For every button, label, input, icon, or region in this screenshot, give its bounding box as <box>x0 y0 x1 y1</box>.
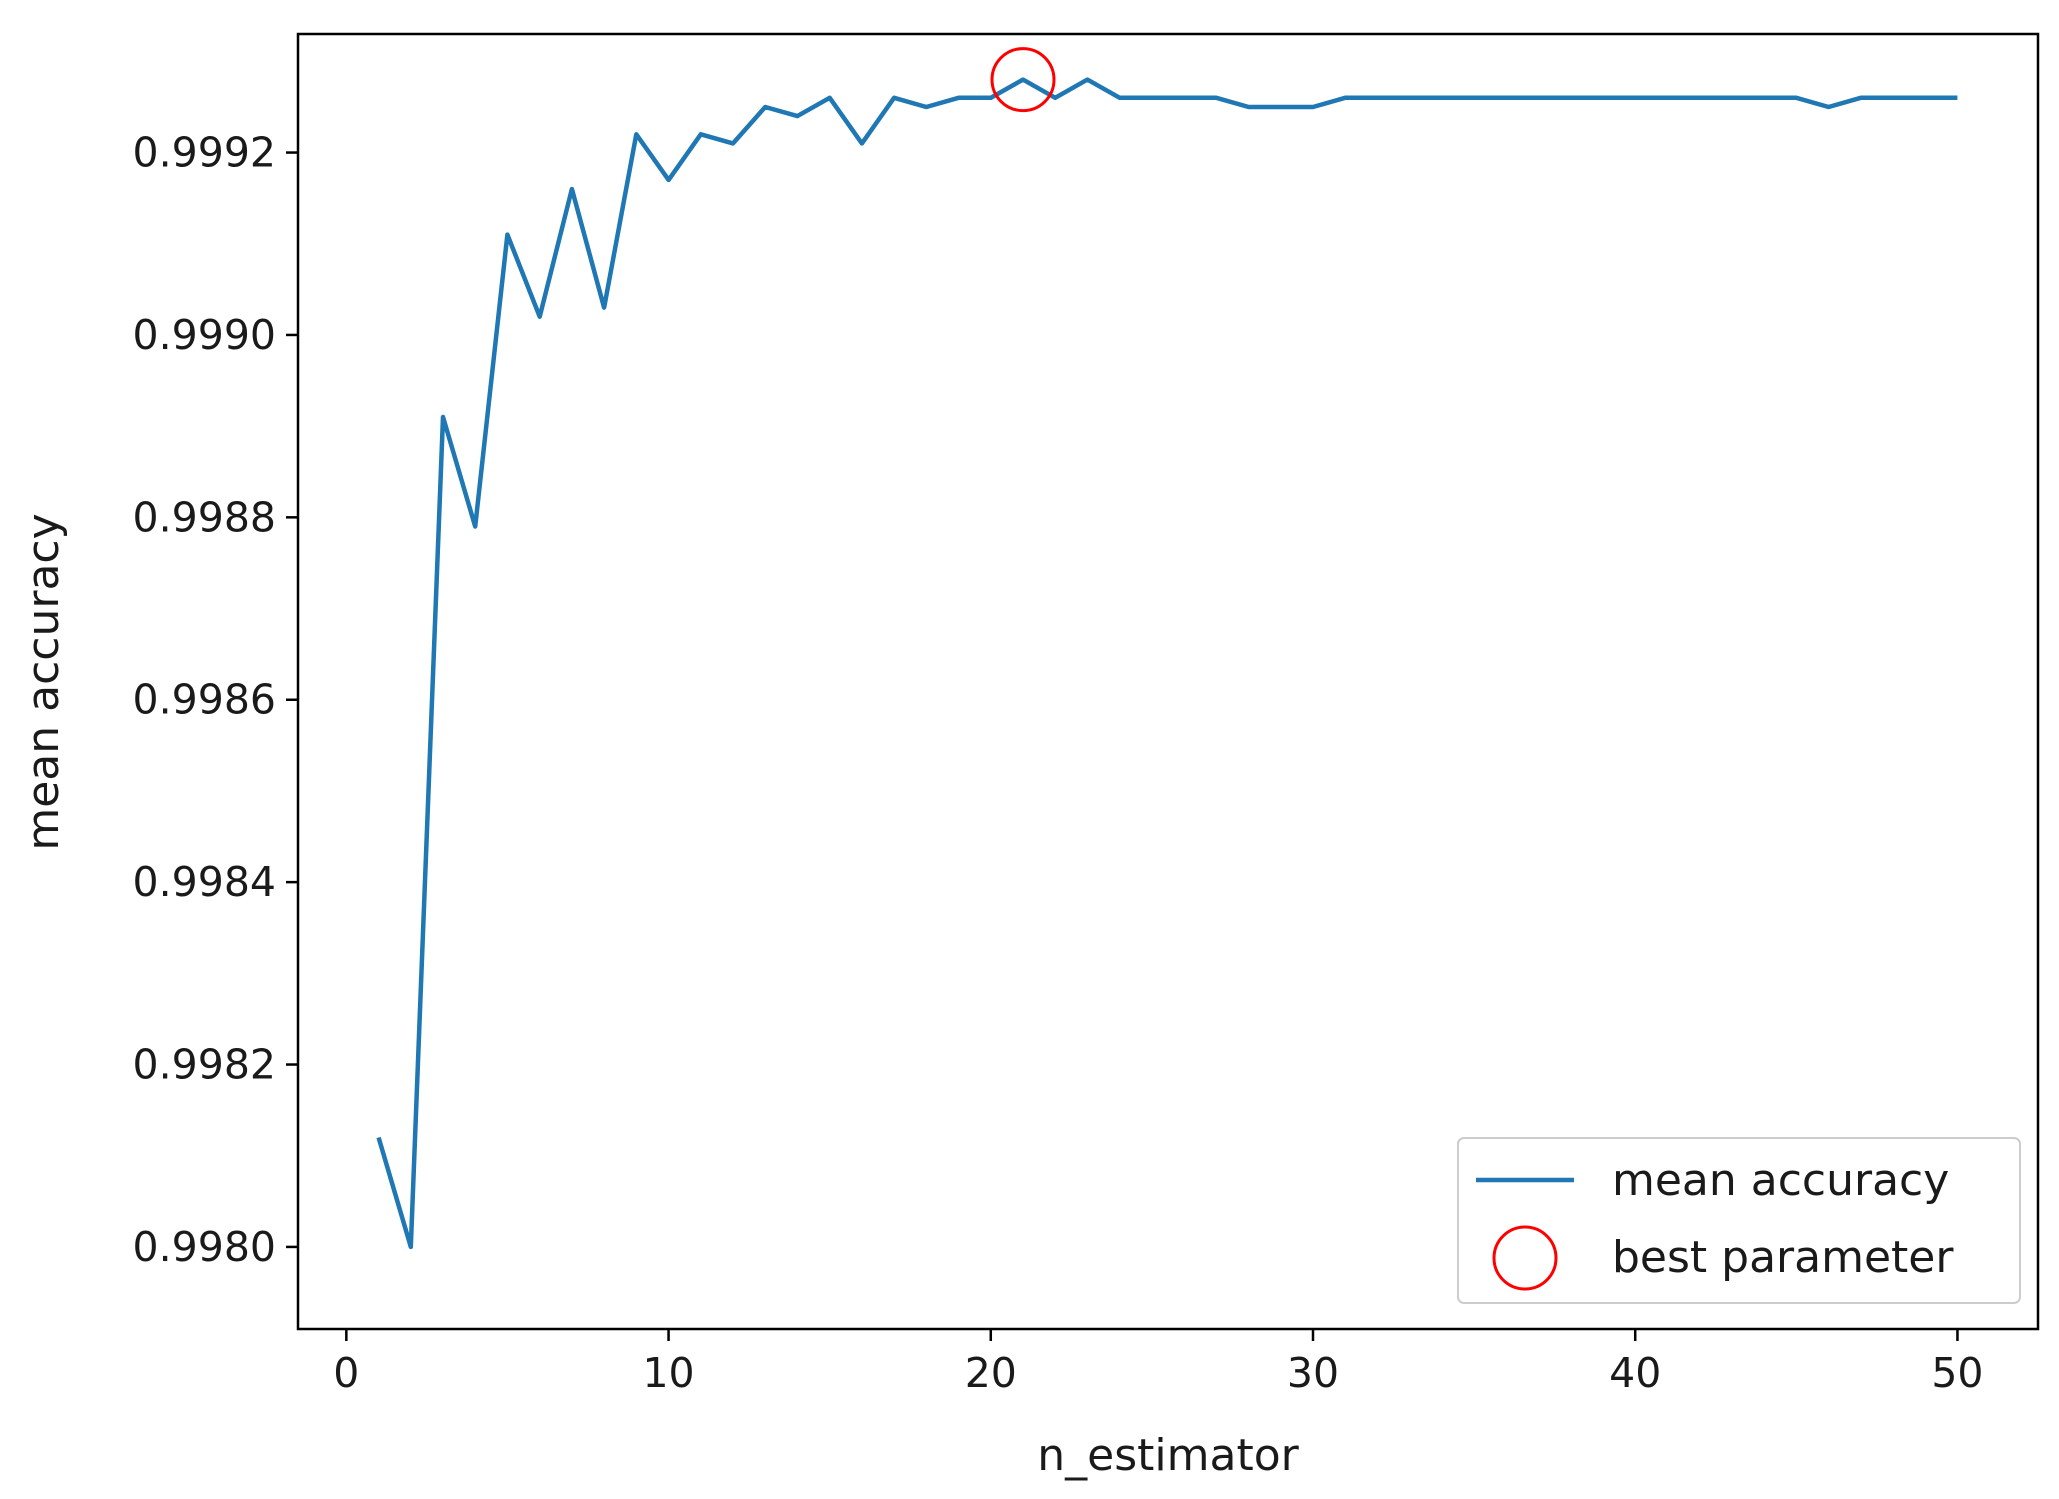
y-tick-label: 0.9984 <box>133 858 276 906</box>
y-axis-label: mean accuracy <box>18 513 69 850</box>
y-tick-label: 0.9990 <box>133 311 276 359</box>
series-layer <box>376 47 1958 1250</box>
legend: mean accuracy best parameter <box>1457 1137 2021 1304</box>
legend-circle-swatch <box>1492 1225 1558 1291</box>
y-tick-label: 0.9980 <box>133 1223 276 1271</box>
x-tick-label: 50 <box>1931 1349 1983 1397</box>
mean-accuracy-series-line <box>376 77 1958 1250</box>
best-parameter-marker <box>990 47 1056 113</box>
legend-box <box>1457 1137 2021 1304</box>
y-tick-label: 0.9982 <box>133 1041 276 1089</box>
y-tick-label: 0.9992 <box>133 129 276 177</box>
x-tick-label: 10 <box>642 1349 694 1397</box>
x-tick-label: 40 <box>1609 1349 1661 1397</box>
legend-label-best-parameter: best parameter <box>1612 1232 1954 1283</box>
y-tick-label: 0.9988 <box>133 493 276 541</box>
x-axis-ticks: 0 10 20 30 40 50 <box>333 1329 1984 1397</box>
x-tick-label: 30 <box>1287 1349 1339 1397</box>
y-axis-ticks: 0.9980 0.9982 0.9984 0.9986 0.9988 0.9990 0.99… <box>133 129 298 1271</box>
plot-frame <box>296 32 2040 1331</box>
x-tick-label: 0 <box>333 1349 359 1397</box>
x-axis-label: n_estimator <box>1037 1430 1299 1481</box>
y-tick-label: 0.9986 <box>133 676 276 724</box>
legend-label-mean-accuracy: mean accuracy <box>1612 1155 1949 1206</box>
x-tick-label: 20 <box>965 1349 1017 1397</box>
